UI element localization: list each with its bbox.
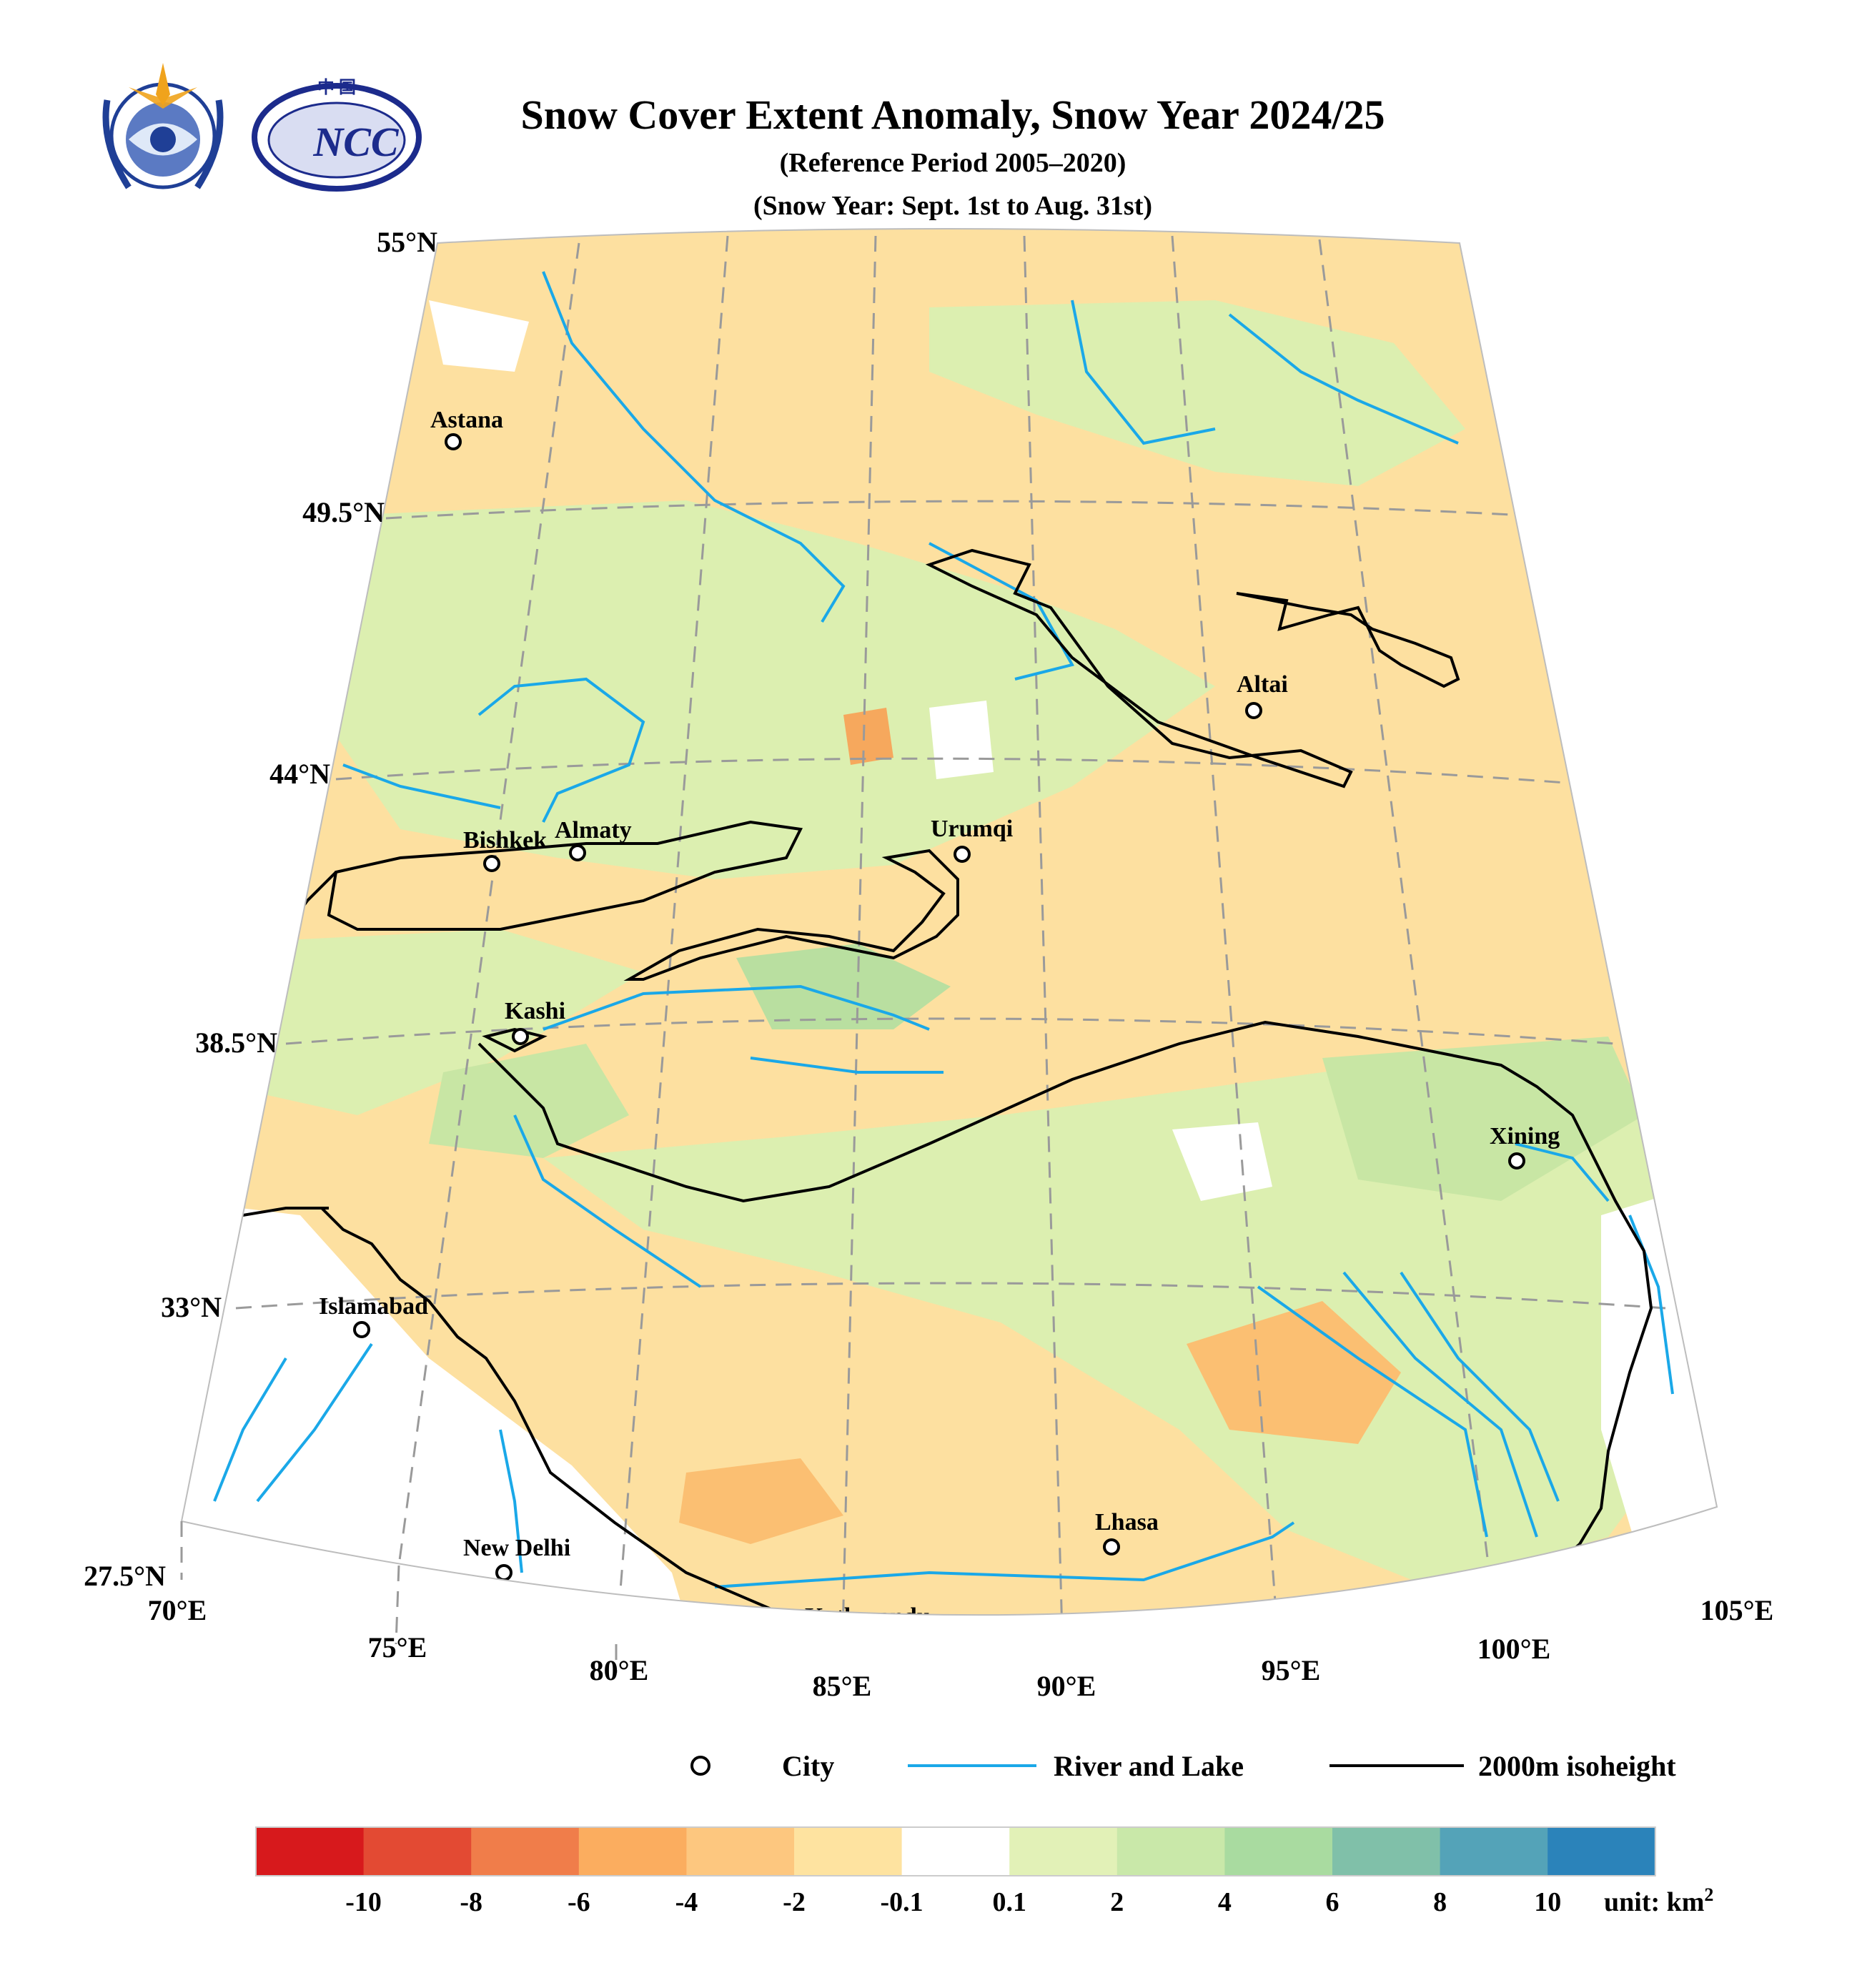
anomaly-positive-region [929, 300, 1465, 486]
city-marker-xining [1508, 1152, 1525, 1169]
anomaly-positive-region [736, 944, 951, 1029]
colorbar-swatch [1548, 1827, 1656, 1876]
colorbar-swatch [578, 1827, 687, 1876]
city-markers [353, 433, 1525, 1651]
lat-label-44: 44°N [269, 758, 330, 790]
legend-river-label: River and Lake [1054, 1750, 1244, 1782]
city-label-islamabad: Islamabad [319, 1293, 428, 1320]
anomaly-negative-region [679, 1458, 843, 1544]
colorbar-tick-label: 6 [1326, 1887, 1340, 1917]
lon-label-95: 95°E [1262, 1654, 1321, 1686]
subtitle-reference: (Reference Period 2005–2020) [780, 148, 1126, 178]
legend-city-label: City [782, 1750, 834, 1782]
no-anomaly-region [429, 300, 529, 372]
colorbar-tick-label: 8 [1433, 1887, 1447, 1917]
colorbar-swatch [1116, 1827, 1225, 1876]
colorbar-frame [255, 1826, 1656, 1876]
city-marker-urumqi [954, 846, 971, 863]
lon-label-75: 75°E [368, 1631, 427, 1663]
colorbar-swatch [901, 1827, 1010, 1876]
latitude-labels: 55°N 49.5°N 44°N 38.5°N 33°N 27.5°N [84, 226, 437, 1592]
lon-label-85: 85°E [813, 1670, 872, 1702]
colorbar-tick-label: 2 [1110, 1887, 1124, 1917]
city-labels: Astana Bishkek Almaty Urumqi Altai Kashi… [319, 407, 1560, 1630]
city-marker-altai [1245, 702, 1262, 719]
colorbar: -10 -8 -6 -4 -2 -0.1 0.1 2 4 6 8 10 [255, 1826, 1656, 1917]
anomaly-negative-region [1187, 1301, 1401, 1444]
colorbar-swatch [1440, 1827, 1548, 1876]
lat-label-38-5: 38.5°N [195, 1027, 277, 1059]
subtitle-snow-year: (Snow Year: Sept. 1st to Aug. 31st) [753, 191, 1152, 221]
longitude-labels: 70°E 75°E 80°E 85°E 90°E 95°E 100°E 105°… [148, 1594, 1774, 1702]
colorbar-swatch [686, 1827, 795, 1876]
city-label-kashi: Kashi [505, 998, 565, 1024]
lon-label-80: 80°E [590, 1654, 649, 1686]
city-marker-almaty [569, 844, 586, 861]
main-title: Snow Cover Extent Anomaly, Snow Year 202… [521, 92, 1385, 138]
rivers [213, 271, 1674, 1588]
anomaly-positive-region [429, 1044, 629, 1158]
lon-label-90: 90°E [1037, 1670, 1096, 1702]
legend-isoheight-label: 2000m isoheight [1478, 1750, 1676, 1782]
colorbar-swatch [794, 1827, 903, 1876]
map-panel: Astana Bishkek Almaty Urumqi Altai Kashi… [182, 229, 1717, 1651]
city-label-astana: Astana [430, 407, 503, 433]
legend-city-symbol [690, 1756, 710, 1776]
colorbar-tick-label: -6 [568, 1887, 590, 1917]
colorbar-tick-label: -0.1 [881, 1887, 923, 1917]
wmo-logo [102, 63, 224, 189]
city-marker-islamabad [353, 1321, 370, 1338]
lon-label-100: 100°E [1477, 1633, 1551, 1665]
city-label-new-delhi: New Delhi [463, 1535, 570, 1561]
city-marker-bishkek [483, 855, 500, 872]
no-anomaly-region [1172, 1122, 1272, 1201]
lat-label-27-5: 27.5°N [84, 1560, 166, 1592]
colorbar-swatch [256, 1827, 365, 1876]
colorbar-tick-label: 10 [1534, 1887, 1561, 1917]
city-marker-lhasa [1103, 1538, 1120, 1556]
colorbar-tick-label: -10 [345, 1887, 382, 1917]
lon-label-70: 70°E [148, 1594, 207, 1626]
colorbar-swatch [1224, 1827, 1333, 1876]
city-marker-kathmandu [851, 1637, 866, 1651]
colorbar-swatch [363, 1827, 472, 1876]
lat-label-55: 55°N [377, 226, 437, 258]
legend: City River and Lake 2000m isoheight [690, 1750, 1676, 1782]
city-marker-kashi [512, 1028, 529, 1045]
ncc-text: NCC [312, 119, 400, 165]
ncc-top-text: 中 国 [317, 78, 356, 97]
no-anomaly-region [929, 701, 994, 779]
lat-label-33: 33°N [161, 1291, 222, 1323]
lon-label-105: 105°E [1700, 1594, 1774, 1626]
city-label-lhasa: Lhasa [1095, 1509, 1159, 1535]
colorbar-swatch [1332, 1827, 1441, 1876]
city-marker-astana [445, 433, 462, 450]
city-label-bishkek: Bishkek [463, 827, 547, 854]
colorbar-unit: unit: km2 [1604, 1884, 1713, 1917]
anomaly-negative-region [843, 708, 893, 765]
colorbar-tick-label: 4 [1218, 1887, 1232, 1917]
city-label-xining: Xining [1490, 1123, 1560, 1149]
city-label-kathmandu: Kathmandu [805, 1603, 931, 1630]
map-frame [180, 228, 1718, 1616]
graticule-ticks [180, 1521, 618, 1673]
graticule [235, 235, 1666, 1616]
anomaly-positive-region [214, 929, 643, 1115]
lat-label-49-5: 49.5°N [302, 496, 385, 528]
city-label-altai: Altai [1237, 671, 1288, 698]
colorbar-tick-label: -2 [783, 1887, 806, 1917]
anomaly-positive-region [1322, 1037, 1644, 1201]
city-marker-new-delhi [495, 1564, 512, 1581]
colorbar-tick-label: 0.1 [992, 1887, 1026, 1917]
city-label-almaty: Almaty [555, 817, 632, 844]
colorbar-tick-label: -8 [460, 1887, 482, 1917]
ncc-logo: 中 国 NCC [252, 78, 422, 192]
colorbar-swatch [1009, 1827, 1118, 1876]
colorbar-tick-label: -4 [675, 1887, 698, 1917]
city-label-urumqi: Urumqi [931, 816, 1013, 842]
colorbar-swatch [471, 1827, 580, 1876]
